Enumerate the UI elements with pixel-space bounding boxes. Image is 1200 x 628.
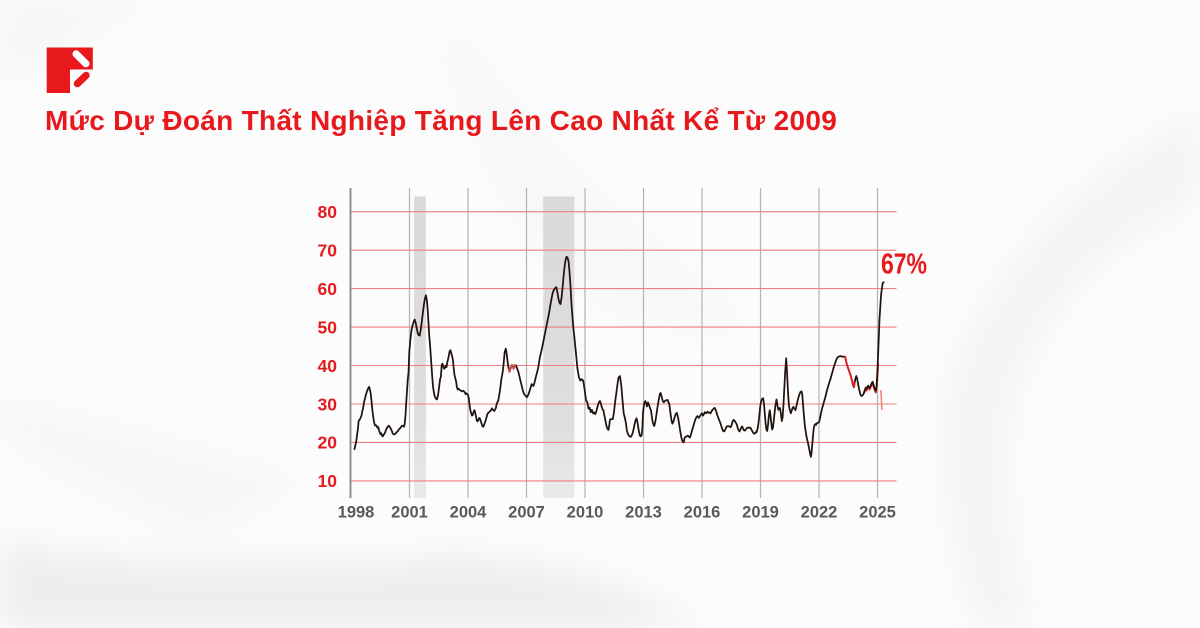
svg-text:2022: 2022 — [801, 504, 838, 522]
svg-text:2001: 2001 — [391, 504, 428, 522]
svg-text:2019: 2019 — [742, 504, 779, 522]
svg-text:2004: 2004 — [450, 504, 488, 522]
svg-text:1998: 1998 — [338, 504, 375, 522]
svg-text:20: 20 — [318, 433, 338, 453]
svg-text:50: 50 — [318, 317, 338, 337]
svg-text:2013: 2013 — [625, 504, 662, 522]
svg-text:2016: 2016 — [684, 504, 721, 522]
svg-text:67%: 67% — [881, 249, 927, 281]
svg-text:10: 10 — [318, 471, 338, 491]
svg-text:2025: 2025 — [859, 504, 896, 522]
svg-text:30: 30 — [318, 394, 338, 414]
svg-text:70: 70 — [318, 241, 338, 261]
svg-text:2010: 2010 — [567, 504, 604, 522]
svg-text:80: 80 — [318, 202, 338, 222]
svg-text:60: 60 — [318, 279, 338, 299]
svg-text:40: 40 — [318, 356, 338, 376]
svg-text:2007: 2007 — [508, 504, 545, 522]
